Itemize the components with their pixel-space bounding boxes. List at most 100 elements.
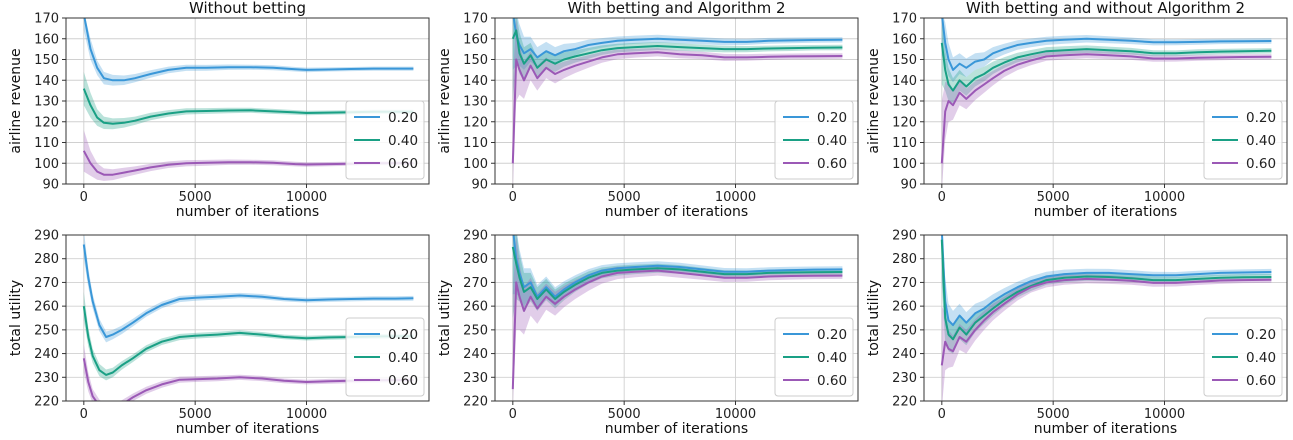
- y-tick-label: 160: [34, 32, 59, 47]
- y-tick-label: 100: [34, 157, 59, 172]
- y-tick-label: 130: [892, 95, 917, 110]
- y-tick-label: 90: [471, 178, 488, 193]
- legend: 0.20 0.40 0.60: [345, 317, 425, 397]
- y-tick-label: 260: [892, 300, 917, 315]
- series-line-0-40: [511, 246, 843, 300]
- series-line-0-40: [82, 305, 414, 376]
- plot-area: [940, 18, 1272, 184]
- legend-label-0-60: 0.60: [817, 373, 847, 389]
- y-axis-label: total utility: [437, 280, 453, 356]
- legend-label-0-60: 0.60: [817, 156, 847, 172]
- x-tick-label: 0: [938, 407, 946, 422]
- y-tick-label: 110: [34, 136, 59, 151]
- y-axis-label: airline revenue: [8, 48, 24, 153]
- legend-label-0-20: 0.20: [1246, 110, 1276, 126]
- y-tick-label: 290: [463, 229, 488, 244]
- y-tick-label: 160: [892, 32, 917, 47]
- y-tick-label: 240: [34, 347, 59, 362]
- plot-area: [82, 235, 414, 401]
- x-tick-label: 10000: [286, 190, 327, 205]
- y-axis-label: total utility: [866, 280, 882, 356]
- chart-panel-6: 220 230 240 250 260 270 280 290 0 5000 10000number…: [866, 229, 1288, 437]
- legend-box: [774, 100, 854, 180]
- y-tick-label: 290: [34, 229, 59, 244]
- x-tick-label: 5000: [608, 407, 641, 422]
- legend: 0.20 0.40 0.60: [1203, 317, 1283, 397]
- x-tick-label: 0: [80, 190, 88, 205]
- legend: 0.20 0.40 0.60: [345, 100, 425, 180]
- y-tick-label: 120: [463, 115, 488, 130]
- y-tick-label: 110: [463, 136, 488, 151]
- chart-panel-1: 90 100 110 120 130 140 150 160 170 0 5000 10000numb…: [8, 0, 430, 220]
- y-axis-label: airline revenue: [437, 48, 453, 153]
- y-tick-label: 130: [463, 95, 488, 110]
- y-tick-label: 140: [892, 74, 917, 89]
- y-tick-label: 90: [900, 178, 917, 193]
- confidence-band-0-40: [512, 235, 843, 318]
- y-tick-label: 280: [463, 252, 488, 267]
- legend-label-0-40: 0.40: [817, 133, 847, 149]
- x-tick-label: 10000: [286, 407, 327, 422]
- series-line-0-60: [511, 269, 843, 390]
- chart-title: With betting and Algorithm 2: [567, 0, 785, 17]
- legend-box: [1203, 100, 1283, 180]
- y-tick-label: 150: [34, 53, 59, 68]
- x-tick-label: 0: [80, 407, 88, 422]
- legend-label-0-20: 0.20: [817, 110, 847, 126]
- series-line-0-20: [941, 18, 1272, 71]
- confidence-band-0-20: [83, 18, 414, 86]
- legend-label-0-20: 0.20: [388, 327, 418, 343]
- series-line-0-20: [941, 235, 1272, 327]
- plot-frame: [65, 234, 430, 402]
- chart-title: With betting and without Algorithm 2: [966, 0, 1245, 17]
- y-tick-label: 220: [892, 395, 917, 410]
- series-line-0-20: [512, 18, 843, 59]
- y-tick-label: 150: [892, 53, 917, 68]
- x-axis-label: number of iterations: [605, 421, 748, 437]
- confidence-band-0-40: [83, 291, 414, 381]
- y-tick-label: 270: [892, 276, 917, 291]
- y-tick-label: 150: [463, 53, 488, 68]
- x-tick-label: 10000: [1144, 190, 1185, 205]
- x-tick-label: 10000: [715, 190, 756, 205]
- confidence-band-0-40: [941, 235, 1272, 354]
- legend-label-0-60: 0.60: [388, 156, 418, 172]
- x-axis-label: number of iterations: [176, 421, 319, 437]
- plot-area: [82, 18, 414, 181]
- legend-box: [345, 100, 425, 180]
- x-tick-label: 5000: [608, 190, 641, 205]
- series-line-0-60: [940, 53, 1272, 164]
- y-tick-label: 260: [463, 300, 488, 315]
- y-tick-label: 110: [892, 136, 917, 151]
- series-line-0-60: [82, 150, 414, 176]
- chart-panel-5: 220 230 240 250 260 270 280 290 0 5000 10000number…: [437, 229, 859, 437]
- y-tick-label: 100: [892, 157, 917, 172]
- series-line-0-60: [82, 358, 414, 401]
- y-tick-label: 220: [463, 395, 488, 410]
- y-tick-label: 230: [892, 371, 917, 386]
- chart-panel-3: 90 100 110 120 130 140 150 160 170 0 5000 10000numb…: [866, 0, 1288, 220]
- confidence-band-0-20: [512, 235, 843, 309]
- y-tick-label: 250: [463, 323, 488, 338]
- y-tick-label: 250: [892, 323, 917, 338]
- chart-panel-4: 220 230 240 250 260 270 280 290 0 5000 10000number…: [8, 229, 430, 437]
- series-line-0-40: [82, 88, 414, 125]
- y-tick-label: 100: [463, 157, 488, 172]
- confidence-band-0-20: [941, 235, 1272, 340]
- series-line-0-20: [82, 244, 414, 338]
- legend: 0.20 0.40 0.60: [774, 100, 854, 180]
- series-line-0-60: [940, 277, 1272, 366]
- confidence-band-0-40: [512, 18, 843, 101]
- y-tick-label: 160: [463, 32, 488, 47]
- legend-box: [345, 317, 425, 397]
- y-tick-label: 270: [34, 276, 59, 291]
- x-tick-label: 5000: [1037, 407, 1070, 422]
- chart-panel-2: 90 100 110 120 130 140 150 160 170 0 5000 10000numb…: [437, 0, 859, 220]
- y-tick-label: 120: [34, 115, 59, 130]
- x-tick-label: 0: [509, 407, 517, 422]
- x-tick-label: 0: [509, 190, 517, 205]
- confidence-band-0-20: [941, 18, 1272, 83]
- legend-box: [1203, 317, 1283, 397]
- legend: 0.20 0.40 0.60: [774, 317, 854, 397]
- legend-label-0-60: 0.60: [1246, 373, 1276, 389]
